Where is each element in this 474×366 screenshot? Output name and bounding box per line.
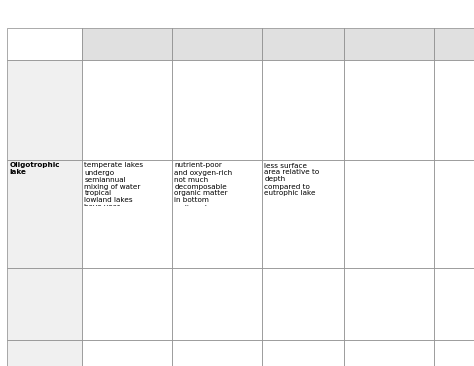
Bar (344, 268, 434, 340)
Bar (7, 160, 82, 268)
Bar (262, 160, 344, 268)
Text: nutrient-rich
and often
oxygen-poor
high capacity to
filter dissolved
nutrients : nutrient-rich and often oxygen-poor high… (174, 343, 232, 366)
Bar (262, 28, 344, 60)
Bar (172, 340, 262, 366)
Text: Physical
environment: Physical environment (84, 30, 136, 50)
Text: nutrient-poor
and oxygen-rich
not much
decomposable
organic matter
in bottom
sed: nutrient-poor and oxygen-rich not much d… (174, 163, 233, 210)
Text: most productive
biomes on earth
pond lilies,
cattails, cypress,
sedges, spruce
a: most productive biomes on earth pond lil… (346, 343, 407, 366)
Text: limnetic -
zooplankton feed
on phytoplankton
benthic-
invertebrates,
based on ox: limnetic - zooplankton feed on phytoplan… (437, 63, 474, 111)
Text: Heterotrophs: Heterotrophs (437, 30, 474, 40)
Bar (344, 160, 434, 268)
Text: nutrient-rich
and oxygen-
poor at bottom
in
summer/winter: nutrient-rich and oxygen- poor at bottom… (174, 270, 229, 305)
Text: Littoral zone-
shallows; rooted
plants
Limnetic zone-
deeper water;
phytoplankto: Littoral zone- shallows; rooted plants L… (346, 63, 405, 111)
Bar (344, 340, 434, 366)
Bar (434, 268, 474, 340)
Bar (434, 340, 474, 366)
Text: Geologic
features: Geologic features (264, 30, 300, 50)
Text: temperate lakes
undergo
semiannual
mixing of water
tropical
lowland lakes
have y: temperate lakes undergo semiannual mixin… (84, 163, 144, 224)
Bar (172, 28, 262, 60)
Bar (434, 160, 474, 268)
Bar (172, 60, 262, 160)
Text: Wetlands: Wetlands (9, 343, 48, 348)
Text: depth causes
light
stratification: depth causes light stratification (84, 270, 133, 291)
Text: less surface
area relative to
depth
compared to
eutrophic lake: less surface area relative to depth comp… (264, 163, 320, 197)
Text: Eutrophic lake: Eutrophic lake (9, 270, 68, 276)
Bar (82, 340, 172, 366)
Bar (7, 60, 82, 160)
Text: Photosynthetic
organisms: Photosynthetic organisms (346, 30, 406, 50)
Bar (82, 160, 172, 268)
Text: DIVERSE
invertebrates,
birds, insects,
muskrats, gators,
dragonflies,
otters: DIVERSE invertebrates, birds, insects, m… (437, 343, 474, 366)
Bar (7, 28, 82, 60)
Bar (82, 28, 172, 60)
Bar (262, 60, 344, 160)
Text: large surface
area, but not
deep: large surface area, but not deep (264, 270, 312, 291)
Bar (262, 340, 344, 366)
Text: Lakes: Lakes (9, 63, 33, 68)
Bar (172, 268, 262, 340)
Bar (7, 268, 82, 340)
Bar (82, 268, 172, 340)
Bar (434, 60, 474, 160)
Bar (7, 340, 82, 366)
Text: Surface area to
depth ration: Surface area to depth ration (264, 63, 320, 75)
Bar (344, 60, 434, 160)
Bar (262, 268, 344, 340)
Text: basin wetlands-
in shallow
basins and
filled-in
lakes/ponds
riverine
wetlands –: basin wetlands- in shallow basins and fi… (264, 343, 321, 366)
Text: Standing body
of water
Large to small
Deep to
shallow
Depth creates
light
strati: Standing body of water Large to small De… (84, 63, 137, 117)
Text: Chemical
environment: Chemical environment (174, 30, 226, 50)
Bar (434, 28, 474, 60)
Bar (344, 28, 434, 60)
Text: habitat
inundated by
water at least
sometimes
supports plants
adapted to
water-s: habitat inundated by water at least some… (84, 343, 142, 366)
Bar (172, 160, 262, 268)
Text: Oligotrophic
lake: Oligotrophic lake (9, 163, 60, 176)
Bar (82, 60, 172, 160)
